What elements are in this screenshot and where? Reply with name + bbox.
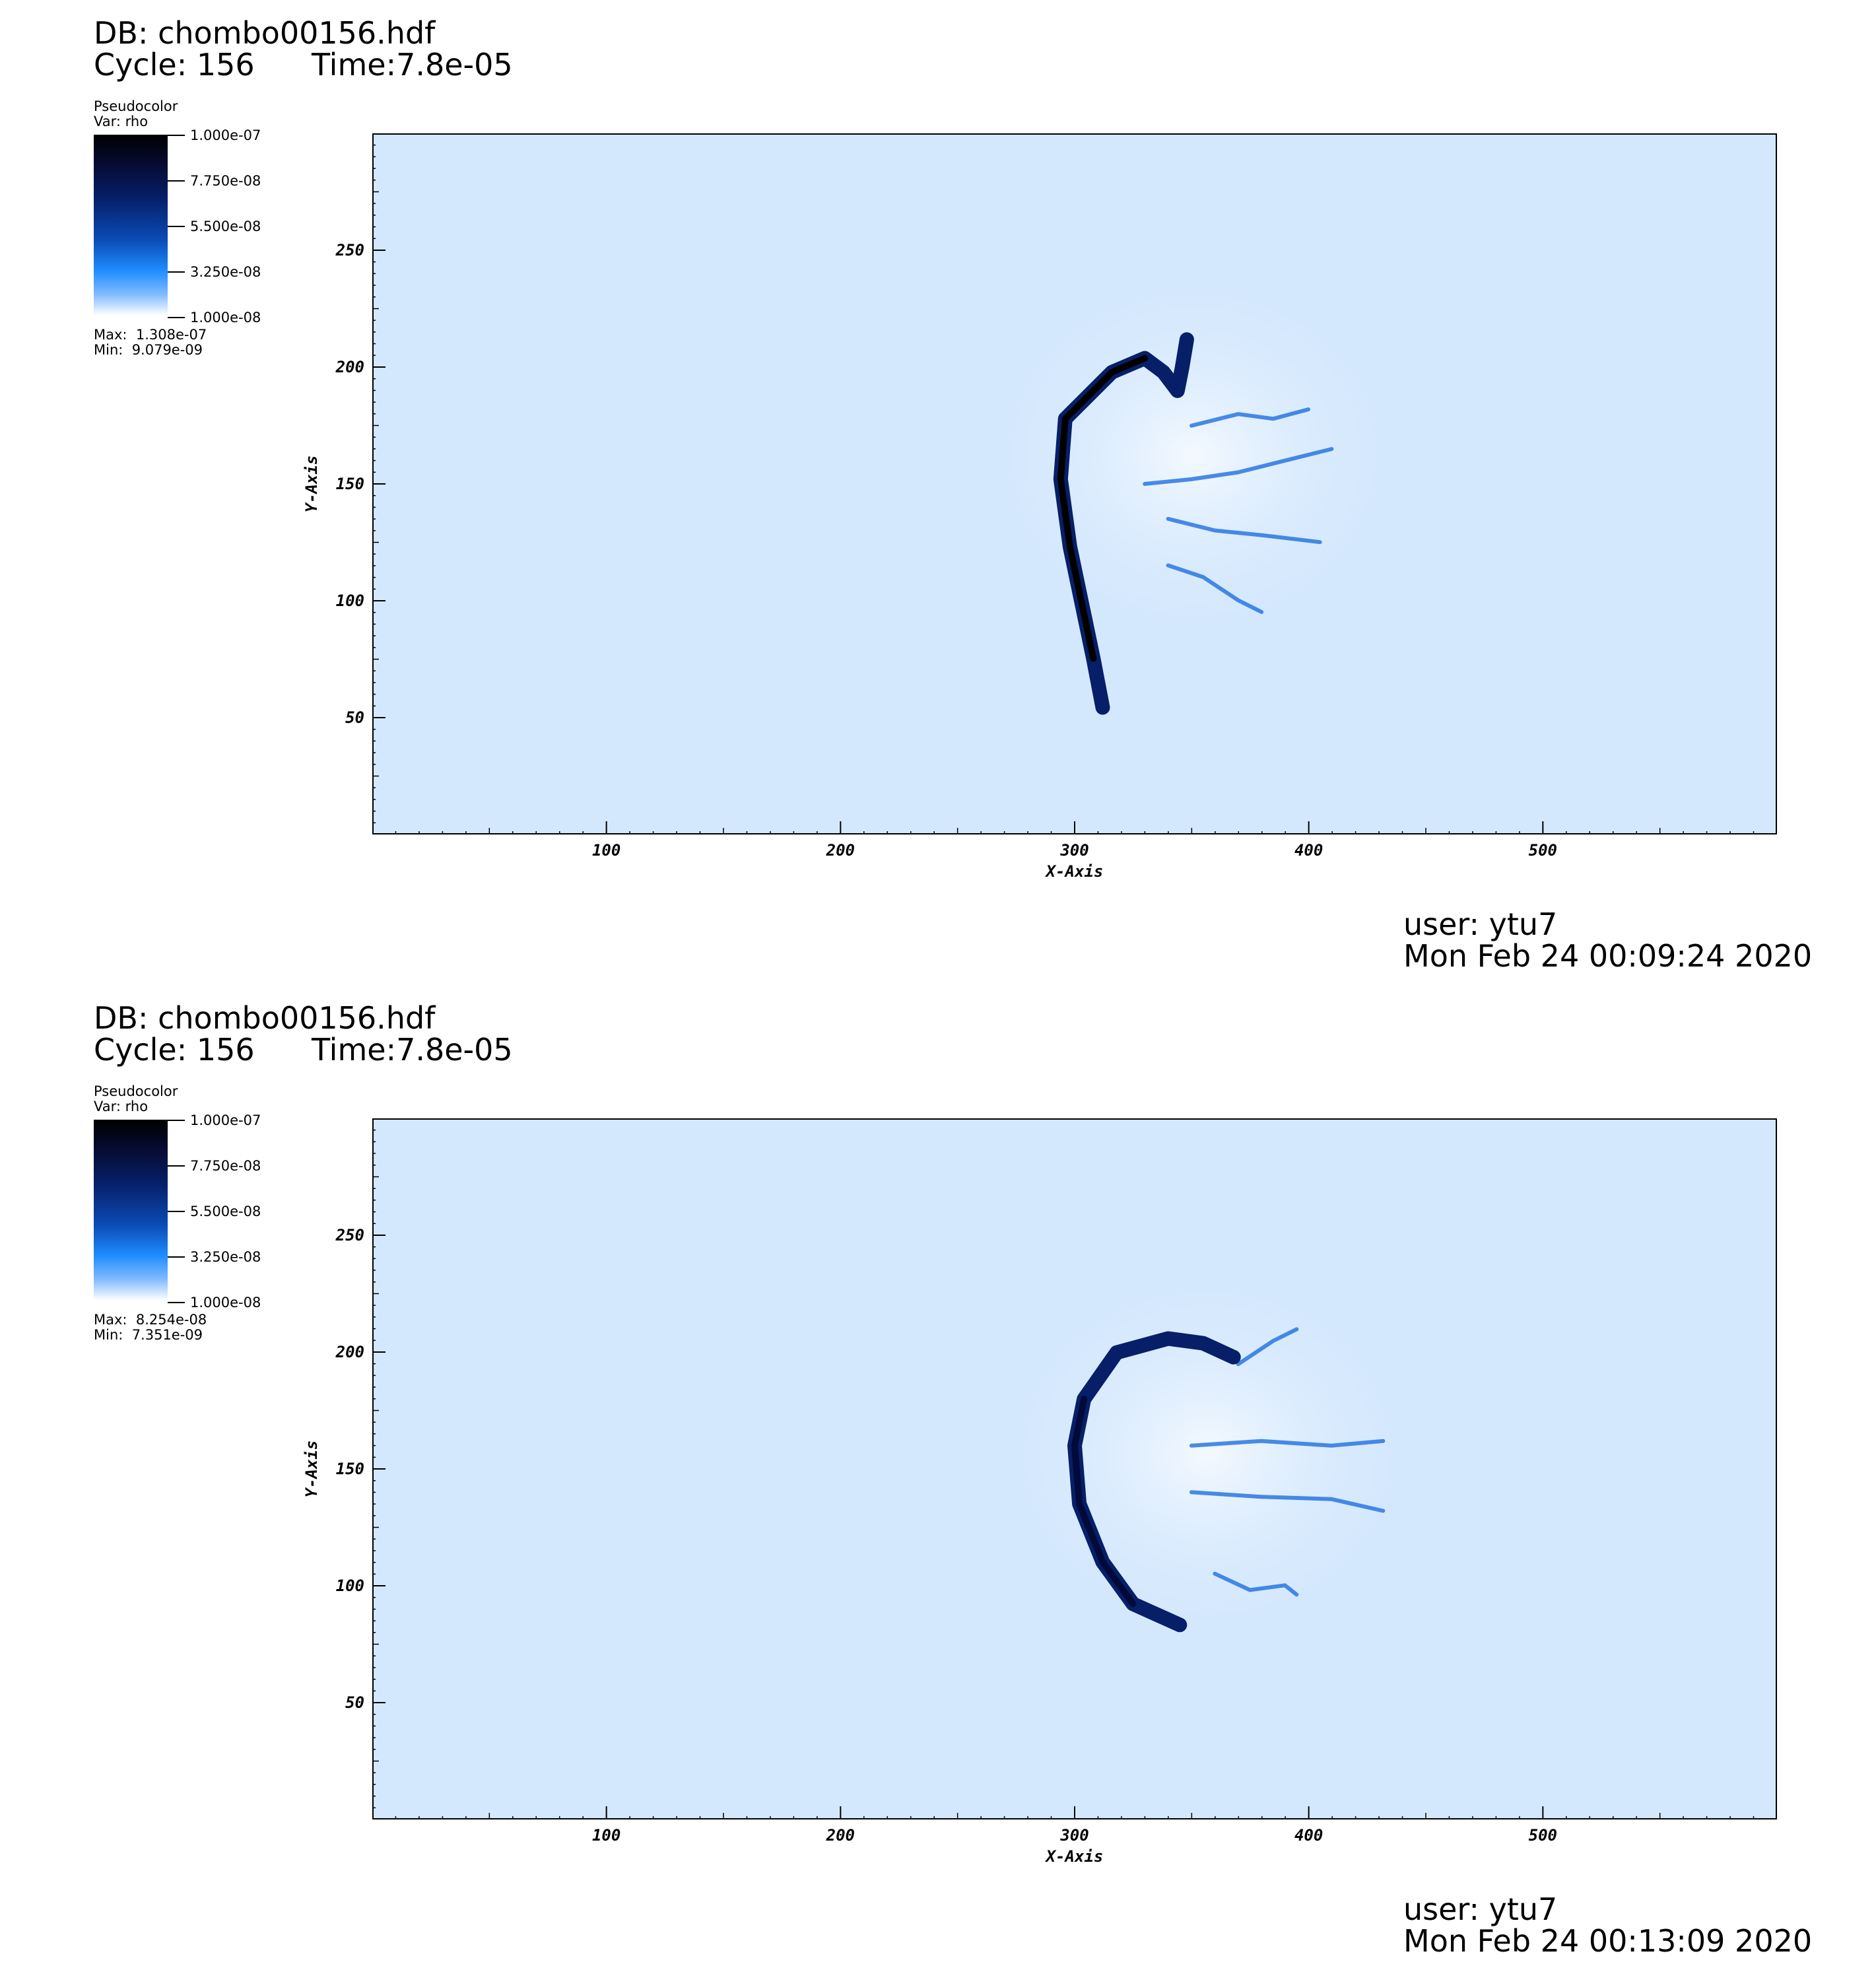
y-tick-label: 200 <box>335 358 364 376</box>
database-label: DB: chombo00156.hdf <box>94 1000 436 1036</box>
colorbar-tick <box>168 317 185 318</box>
cycle-label: Cycle: 156 Time:7.8e-05 <box>94 1032 513 1068</box>
colorbar-tick-label: 1.000e-07 <box>190 1112 261 1128</box>
legend-min: Min: 7.351e-09 <box>94 1327 203 1343</box>
plot-axes: 100 200 300 400 500 50 100 150 200 250 X-Axis Y-Axi… <box>302 1129 1755 1866</box>
x-tick-label: 300 <box>1059 1826 1089 1845</box>
time-value: Time:7.8e-05 <box>312 47 513 83</box>
x-tick-label: 500 <box>1529 1826 1557 1845</box>
filament <box>1143 447 1334 486</box>
filament <box>1189 1490 1386 1513</box>
x-tick-label: 400 <box>1294 1826 1323 1845</box>
colorbar-tick <box>168 1302 185 1303</box>
density-field-plot <box>372 1118 1777 1819</box>
legend-min: Min: 9.079e-09 <box>94 342 203 358</box>
x-axis-label: X-Axis <box>1045 1847 1104 1866</box>
time-value: Time:7.8e-05 <box>312 1032 513 1068</box>
colorbar-tick-label: 5.500e-08 <box>190 219 261 234</box>
database-label: DB: chombo00156.hdf <box>94 15 436 51</box>
filament <box>1213 1571 1299 1597</box>
colorbar-tick-label: 7.750e-08 <box>190 1158 261 1174</box>
legend-variable: Var: rho <box>94 1099 149 1114</box>
colorbar-tick <box>168 271 185 273</box>
x-tick-label: 100 <box>592 1826 620 1845</box>
colorbar-tick <box>168 180 185 182</box>
y-tick-label: 250 <box>335 241 364 259</box>
y-axis-label: Y-Axis <box>302 456 321 513</box>
legend-title: Pseudocolor <box>94 98 178 114</box>
filament <box>1166 516 1322 545</box>
user-label: user: ytu7 <box>1403 1891 1558 1927</box>
density-field <box>997 1266 1419 1640</box>
y-tick-label: 100 <box>336 1577 364 1595</box>
colorbar-tick-label: 3.250e-08 <box>190 264 261 280</box>
user-label: user: ytu7 <box>1403 906 1558 942</box>
legend-max: Max: 8.254e-08 <box>94 1312 207 1328</box>
colorbar-tick-label: 7.750e-08 <box>190 173 261 189</box>
filament <box>1166 563 1264 614</box>
y-tick-label: 150 <box>336 1460 364 1478</box>
legend-title: Pseudocolor <box>94 1083 178 1099</box>
colorbar-tick <box>168 135 185 136</box>
colorbar-tick-label: 1.000e-07 <box>190 127 261 143</box>
y-tick-label: 100 <box>336 592 364 610</box>
bubble-halo <box>983 269 1404 642</box>
filament <box>1236 1327 1299 1367</box>
colorbar-tick <box>168 226 185 227</box>
x-tick-label: 200 <box>826 1826 855 1845</box>
legend-variable: Var: rho <box>94 114 149 129</box>
y-axis-label: Y-Axis <box>302 1441 321 1498</box>
cycle-label: Cycle: 156 Time:7.8e-05 <box>94 47 513 83</box>
cycle-value: Cycle: 156 <box>94 1032 255 1068</box>
colorbar-tick <box>168 1120 185 1121</box>
x-tick-label: 200 <box>826 841 855 860</box>
colorbar-tick-label: 1.000e-08 <box>190 310 261 325</box>
density-field-plot <box>372 133 1777 834</box>
colorbar <box>94 1120 168 1301</box>
filament <box>1189 407 1310 428</box>
y-tick-label: 250 <box>335 1226 364 1244</box>
y-tick-label: 200 <box>335 1343 364 1361</box>
colorbar-tick-label: 3.250e-08 <box>190 1249 261 1265</box>
date-label: Mon Feb 24 00:09:24 2020 <box>1403 938 1813 974</box>
colorbar <box>94 135 168 316</box>
x-tick-label: 500 <box>1529 841 1557 860</box>
colorbar-tick <box>168 1256 185 1258</box>
shock-front-core <box>1071 1396 1137 1608</box>
colorbar-tick-label: 5.500e-08 <box>190 1204 261 1219</box>
filament <box>1189 1439 1386 1448</box>
y-tick-label: 150 <box>336 475 364 493</box>
y-tick-label: 50 <box>345 1693 364 1712</box>
date-label: Mon Feb 24 00:13:09 2020 <box>1403 1923 1813 1959</box>
plot-panel-2: DB: chombo00156.hdf Cycle: 156 Time:7.8e-… <box>0 985 1876 1970</box>
shock-front-core <box>1057 355 1149 662</box>
x-tick-label: 400 <box>1294 841 1323 860</box>
cycle-value: Cycle: 156 <box>94 47 255 83</box>
y-tick-label: 50 <box>345 708 364 727</box>
legend-max: Max: 1.308e-07 <box>94 327 207 343</box>
colorbar-tick-label: 1.000e-08 <box>190 1295 261 1310</box>
x-tick-label: 100 <box>592 841 620 860</box>
plot-panel-1: DB: chombo00156.hdf Cycle: 156 Time:7.8e-… <box>94 15 1813 974</box>
x-axis-label: X-Axis <box>1045 862 1104 881</box>
density-field <box>983 269 1404 715</box>
colorbar-tick <box>168 1211 185 1212</box>
colorbar-tick <box>168 1165 185 1167</box>
x-tick-label: 300 <box>1059 841 1089 860</box>
plot-axes: 100 200 300 400 500 50 100 150 200 250 X-Axis Y-Axi… <box>302 144 1755 881</box>
